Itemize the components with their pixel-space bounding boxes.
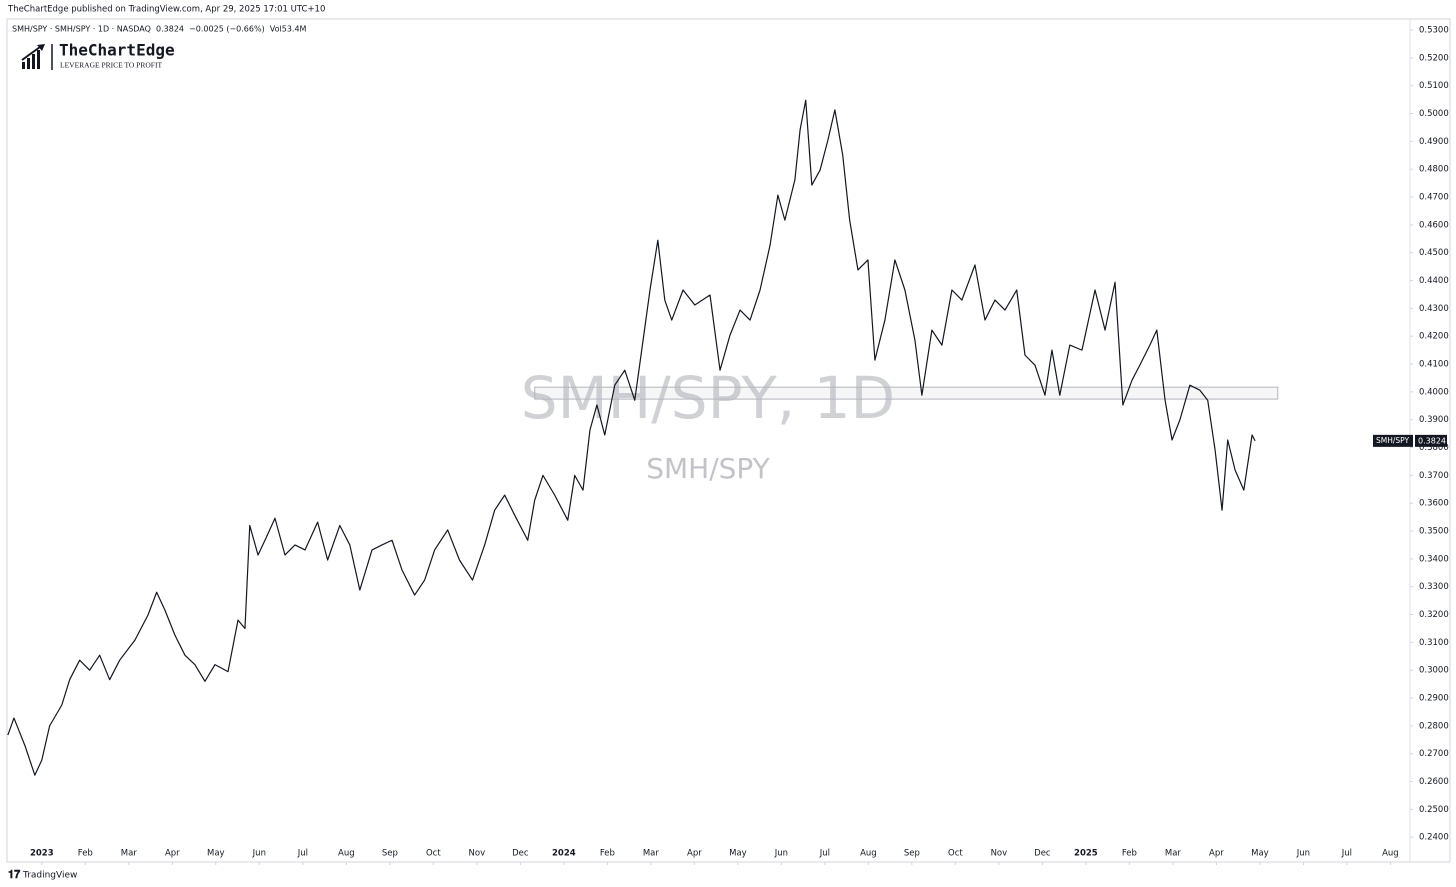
x-tick-label: May xyxy=(729,849,747,859)
footer-brand: TradingView xyxy=(22,871,77,881)
x-tick-label: Jul xyxy=(1341,849,1352,859)
x-tick-label: Dec xyxy=(512,849,529,859)
x-tick-label: Jul xyxy=(819,849,830,859)
logo-icon xyxy=(21,44,53,70)
price-tag-value: 0.3824 xyxy=(1418,436,1446,445)
plot-area xyxy=(7,99,1279,776)
y-tick-label: 0.5100 xyxy=(1419,81,1449,91)
x-tick-label: Aug xyxy=(338,849,355,859)
x-tick-label: Jun xyxy=(252,849,266,859)
y-tick-label: 0.3900 xyxy=(1419,415,1449,425)
x-tick-label: Sep xyxy=(904,849,920,859)
y-tick-label: 0.4200 xyxy=(1419,332,1449,342)
price-tag-value-bg xyxy=(1415,434,1447,447)
x-tick-label: Nov xyxy=(991,849,1008,859)
x-tick-label: 2025 xyxy=(1074,849,1098,859)
y-tick-label: 0.4800 xyxy=(1419,165,1449,175)
x-tick-label: Oct xyxy=(948,849,963,859)
x-tick-label: Feb xyxy=(1122,849,1137,859)
x-tick-label: Mar xyxy=(121,849,138,859)
y-tick-label: 0.4900 xyxy=(1419,137,1449,147)
y-tick-label: 0.3300 xyxy=(1419,582,1449,592)
y-tick-label: 0.2700 xyxy=(1419,749,1449,759)
footer-logo: 𝟏𝟕 xyxy=(8,868,21,881)
x-tick-label: Feb xyxy=(78,849,93,859)
support-zone xyxy=(534,386,1279,400)
x-tick-label: Jun xyxy=(1296,849,1310,859)
x-tick-label: 2023 xyxy=(30,849,54,859)
x-tick-label: Jul xyxy=(297,849,308,859)
y-tick-label: 0.3500 xyxy=(1419,527,1449,537)
logo-name: TheChartEdge xyxy=(59,41,175,60)
published-line: TheChartEdge published on TradingView.co… xyxy=(7,5,325,15)
logo-tagline: LEVERAGE PRICE TO PROFIT xyxy=(60,61,162,70)
y-tick-label: 0.4500 xyxy=(1419,248,1449,258)
x-tick-label: Nov xyxy=(469,849,486,859)
y-tick-label: 0.4700 xyxy=(1419,193,1449,203)
chart-border xyxy=(6,18,1451,863)
y-tick-label: 0.2600 xyxy=(1419,777,1449,787)
y-tick-label: 0.2900 xyxy=(1419,694,1449,704)
y-tick-label: 0.5000 xyxy=(1419,109,1449,119)
y-tick-label: 0.3000 xyxy=(1419,666,1449,676)
y-tick-label: 0.2500 xyxy=(1419,805,1449,815)
x-tick-label: May xyxy=(1251,849,1269,859)
x-tick-label: Apr xyxy=(165,849,180,859)
y-tick-label: 0.2400 xyxy=(1419,833,1449,843)
x-tick-label: Mar xyxy=(643,849,660,859)
x-tick-label: Mar xyxy=(1165,849,1182,859)
price-line xyxy=(7,99,1256,776)
y-tick-label: 0.5200 xyxy=(1419,53,1449,63)
y-tick-label: 0.4000 xyxy=(1419,387,1449,397)
watermark-subtitle: SMH/SPY xyxy=(646,452,770,485)
y-tick-label: 0.4300 xyxy=(1419,304,1449,314)
x-tick-label: Aug xyxy=(860,849,877,859)
x-tick-label: Apr xyxy=(1209,849,1224,859)
x-tick-label: May xyxy=(207,849,225,859)
y-tick-label: 0.4600 xyxy=(1419,220,1449,230)
y-tick-label: 0.5300 xyxy=(1419,26,1449,36)
y-tick-label: 0.4100 xyxy=(1419,360,1449,370)
x-tick-label: Feb xyxy=(600,849,615,859)
y-tick-label: 0.3800 xyxy=(1419,443,1449,453)
x-tick-label: Aug xyxy=(1382,849,1399,859)
price-tag-name-bg xyxy=(1373,434,1413,447)
y-tick-label: 0.4400 xyxy=(1419,276,1449,286)
y-tick-label: 0.3200 xyxy=(1419,610,1449,620)
x-tick-label: Jun xyxy=(774,849,788,859)
symbol-legend: SMH/SPY · SMH/SPY · 1D · NASDAQ 0.3824 −… xyxy=(12,25,307,34)
x-tick-label: Sep xyxy=(382,849,398,859)
y-tick-label: 0.3600 xyxy=(1419,499,1449,509)
y-tick-label: 0.3100 xyxy=(1419,638,1449,648)
y-tick-label: 0.2800 xyxy=(1419,721,1449,731)
price-tag-name: SMH/SPY xyxy=(1376,436,1410,445)
x-tick-label: Oct xyxy=(426,849,441,859)
x-tick-label: Apr xyxy=(687,849,702,859)
x-tick-label: Dec xyxy=(1034,849,1051,859)
watermark-title: SMH/SPY, 1D xyxy=(521,364,895,432)
y-tick-label: 0.3400 xyxy=(1419,554,1449,564)
y-tick-label: 0.3700 xyxy=(1419,471,1449,481)
x-tick-label: 2024 xyxy=(552,849,576,859)
